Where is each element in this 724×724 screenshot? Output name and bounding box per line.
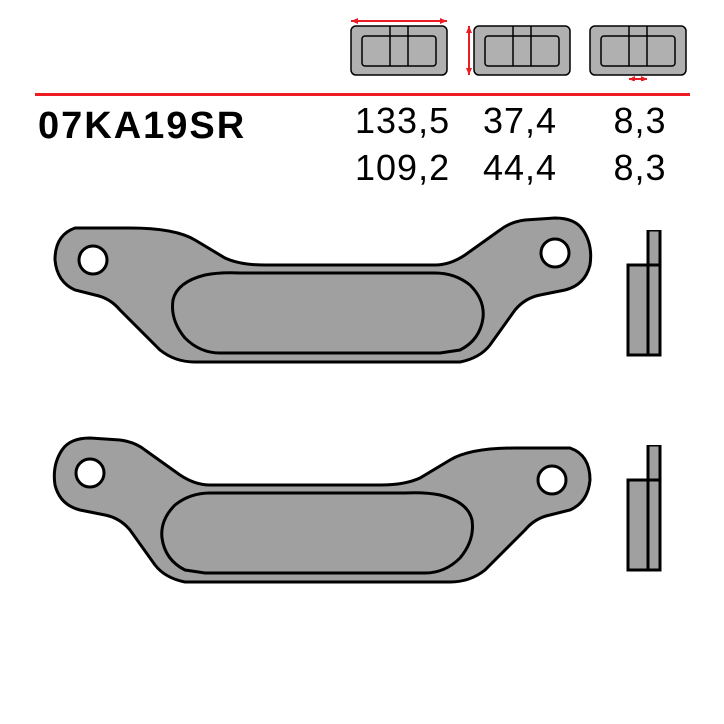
dimensions-row: 133,5 37,4 8,3 xyxy=(355,100,685,142)
dimensions-row: 109,2 44,4 8,3 xyxy=(355,147,685,189)
dim-width: 133,5 xyxy=(355,100,445,142)
dimensions-table: 133,5 37,4 8,3 109,2 44,4 8,3 xyxy=(355,100,685,194)
width-dimension-icon xyxy=(350,18,448,86)
thickness-dimension-icon xyxy=(589,18,687,86)
product-code: 07KA19SR xyxy=(38,105,246,148)
dim-thickness: 8,3 xyxy=(595,147,685,189)
brake-pad-top-side-view xyxy=(625,230,680,375)
height-dimension-icon xyxy=(466,18,571,86)
separator-line xyxy=(35,83,690,86)
brake-pad-bottom-side-view xyxy=(625,445,680,590)
brake-pad-top-front-view xyxy=(45,210,600,390)
dim-height: 44,4 xyxy=(475,147,565,189)
dim-width: 109,2 xyxy=(355,147,445,189)
dim-height: 37,4 xyxy=(475,100,565,142)
brake-pad-bottom-front-view xyxy=(45,430,600,610)
dim-thickness: 8,3 xyxy=(595,100,685,142)
dimension-icons-row xyxy=(350,18,687,86)
